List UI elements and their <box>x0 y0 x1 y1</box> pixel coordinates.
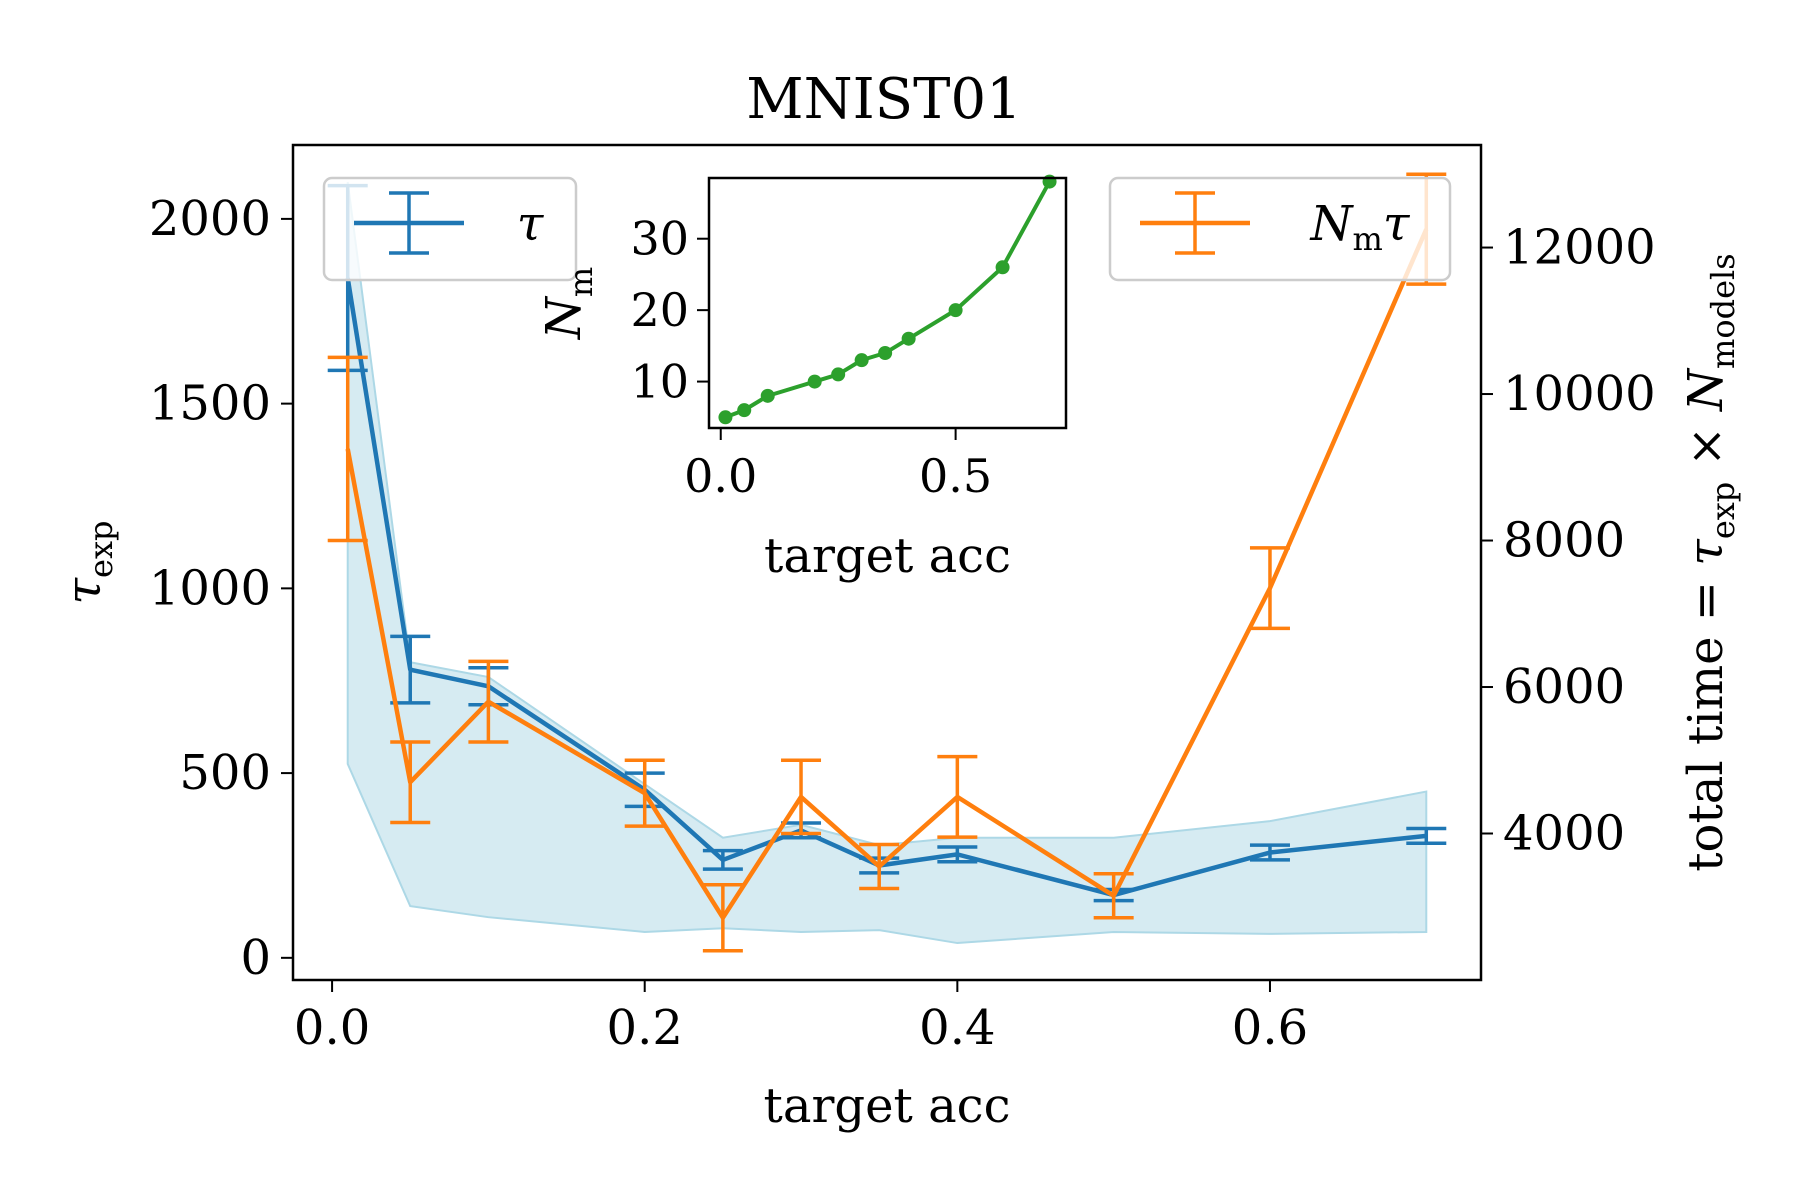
inset-point <box>760 388 775 403</box>
inset-y-axis-label: Nm <box>536 267 600 340</box>
y-tick-label: 2000 <box>149 191 271 247</box>
inset-y-tick-label: 30 <box>630 212 689 266</box>
y2-tick-label: 8000 <box>1503 513 1625 569</box>
inset-point <box>901 331 916 346</box>
inset-point <box>854 353 869 368</box>
inset-point <box>1042 174 1057 189</box>
y2-tick-label: 12000 <box>1503 220 1656 276</box>
y-tick-label: 500 <box>179 745 271 801</box>
y2-tick-label: 6000 <box>1503 659 1625 715</box>
inset-point <box>878 346 893 360</box>
plot-frame <box>291 143 1483 982</box>
inset-point <box>807 374 822 389</box>
x-tick-label: 0.0 <box>294 1000 370 1056</box>
legend-right-label: Nmτ <box>1310 196 1411 258</box>
inset-x-axis-label: target acc <box>764 528 1011 584</box>
y2-tick-label: 4000 <box>1503 806 1625 862</box>
inset-point <box>737 403 752 418</box>
inset-x-tick-label: 0.5 <box>919 449 992 503</box>
legend-left-label: τ <box>517 196 545 252</box>
x-tick-label: 0.2 <box>607 1000 683 1056</box>
inset-x-tick-label: 0.0 <box>684 449 757 503</box>
chart-title: MNIST01 <box>746 67 1021 132</box>
y2-axis-label: total time = τexp × Nmodels <box>1678 253 1742 871</box>
inset-y-tick-label: 20 <box>630 283 689 337</box>
inset-point <box>948 303 963 318</box>
tau-band <box>346 181 1428 945</box>
inset-point <box>718 410 733 425</box>
inset-frame <box>707 176 1068 430</box>
x-axis-label: target acc <box>764 1078 1011 1134</box>
inset-y-tick-label: 10 <box>630 355 689 409</box>
y2-tick-label: 10000 <box>1503 366 1656 422</box>
inset-point <box>831 367 846 382</box>
inset-plot: 0.0 0.5 10 20 30 target acc Nm <box>536 174 1068 584</box>
inset-point <box>995 260 1010 275</box>
y-axis-label: τexp <box>56 520 120 604</box>
y-tick-label: 1500 <box>149 376 271 432</box>
y-tick-label: 1000 <box>149 560 271 616</box>
legend-left <box>322 176 578 282</box>
x-tick-label: 0.6 <box>1232 1000 1308 1056</box>
x-tick-label: 0.4 <box>919 1000 995 1056</box>
main-plot: 0.0 0.2 0.4 0.6 0 500 1000 1500 2000 4000 6000 8000… <box>56 143 1742 1134</box>
inset-background <box>709 178 1066 428</box>
y-tick-label: 0 <box>240 930 271 986</box>
